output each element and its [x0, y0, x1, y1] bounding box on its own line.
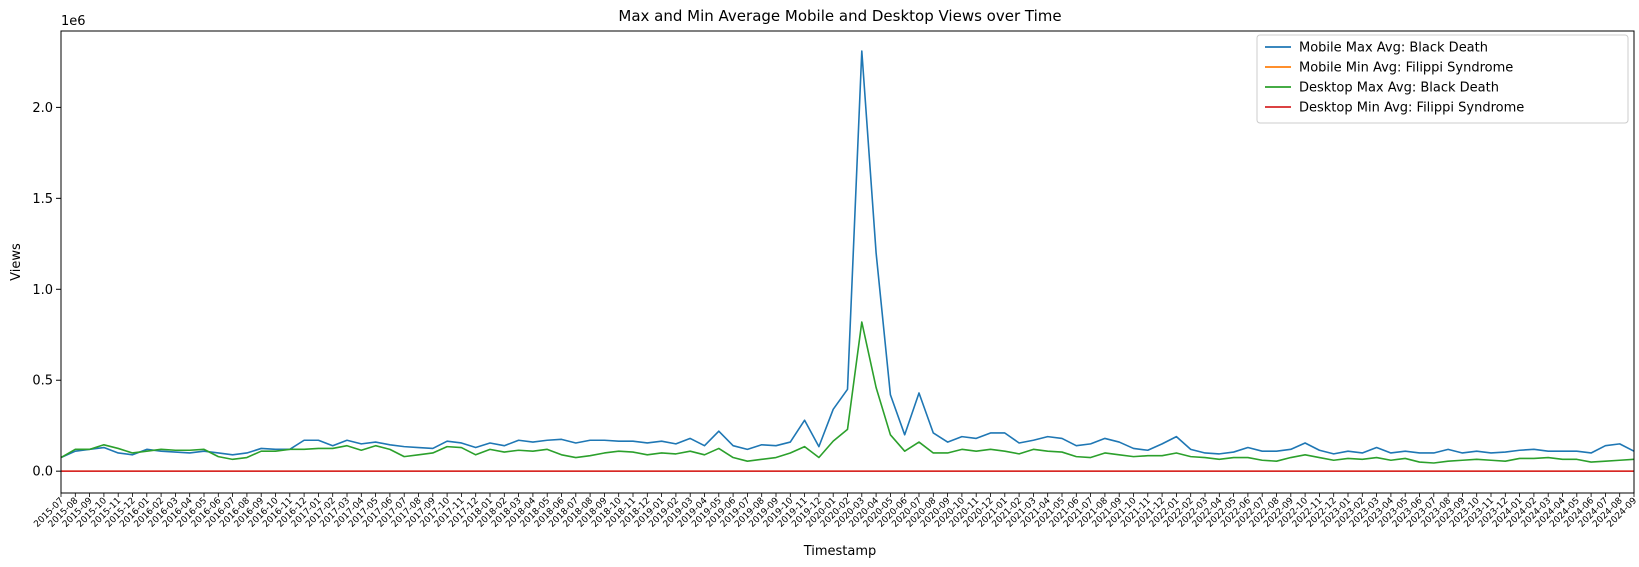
y-tick-label: 0.0 — [32, 465, 53, 480]
legend-entry-label: Mobile Max Avg: Black Death — [1299, 41, 1488, 56]
axes-frame — [60, 30, 1635, 494]
y-tick-label: 2.0 — [32, 101, 53, 116]
chart-title: Max and Min Average Mobile and Desktop V… — [618, 7, 1061, 25]
y-axis-offset-label: 1e6 — [61, 14, 86, 29]
legend-entry-label: Mobile Min Avg: Filippi Syndrome — [1299, 61, 1513, 76]
legend: Mobile Max Avg: Black Death Mobile Min Av… — [1256, 34, 1629, 124]
y-axis-ticks: 0.0 0.5 1.0 1.5 2.0 — [32, 101, 61, 480]
y-tick-label: 1.5 — [32, 192, 53, 207]
y-tick-label: 0.5 — [32, 374, 53, 389]
series-line-1 — [60, 50, 1635, 459]
x-axis-ticks: 2015-072015-082015-092015-102015-112015-… — [32, 493, 1639, 530]
legend-entry-label: Desktop Max Avg: Black Death — [1299, 81, 1499, 96]
y-axis-label: Views — [9, 243, 24, 281]
legend-entry-label: Desktop Min Avg: Filippi Syndrome — [1299, 101, 1524, 116]
legend-box — [1256, 34, 1629, 124]
series-line-3 — [60, 321, 1635, 464]
plot-area — [60, 50, 1635, 472]
x-axis-label: Timestamp — [803, 544, 877, 559]
y-tick-label: 1.0 — [32, 283, 53, 298]
